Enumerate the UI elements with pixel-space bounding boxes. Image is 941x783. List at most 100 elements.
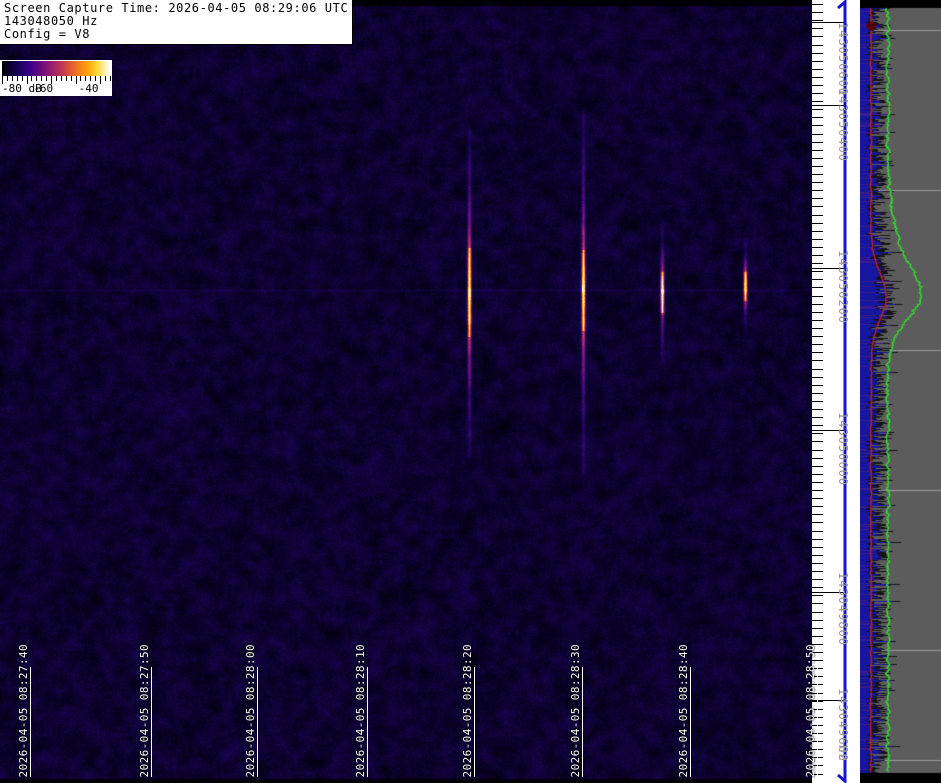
frequency-minor-tick <box>812 466 823 467</box>
frequency-minor-tick <box>812 539 823 540</box>
frequency-minor-tick <box>812 498 823 499</box>
frequency-minor-tick <box>812 441 823 442</box>
frequency-minor-tick <box>812 587 823 588</box>
frequency-axis-label: 143050400 <box>836 88 850 163</box>
colorbar-tick <box>2 76 3 84</box>
frequency-minor-tick <box>812 425 823 426</box>
frequency-minor-tick <box>812 385 823 386</box>
time-axis-tick <box>817 667 818 777</box>
colorbar-tick <box>100 76 101 84</box>
frequency-minor-tick <box>812 166 823 167</box>
frequency-minor-tick <box>812 117 823 118</box>
colorbar-label: -60 <box>33 82 54 95</box>
colorbar-tick <box>6 76 8 81</box>
colorbar-tick <box>104 76 106 81</box>
spectrogram-canvas[interactable] <box>0 0 812 783</box>
frequency-minor-tick <box>812 77 823 78</box>
frequency-minor-tick <box>812 198 823 199</box>
frequency-minor-tick <box>812 328 823 329</box>
colorbar-gradient <box>2 61 110 76</box>
frequency-minor-tick <box>812 287 823 288</box>
colorbar-tick <box>70 76 72 81</box>
frequency-axis-label: 143049800 <box>836 572 850 647</box>
frequency-minor-tick <box>812 409 823 410</box>
frequency-minor-tick <box>812 563 823 564</box>
config-line: Config = V8 <box>4 27 91 41</box>
colorbar-tick <box>95 76 97 81</box>
time-axis-label: 2026-04-05 08:28:40 <box>677 643 690 777</box>
colorbar-label: -40 <box>78 82 99 95</box>
frequency-minor-tick <box>812 377 823 378</box>
frequency-axis-labels: 143050600 143050400 143050200 143050000 1430… <box>822 0 860 783</box>
frequency-range-bracket <box>837 0 847 783</box>
frequency-minor-tick <box>812 352 823 353</box>
frequency-minor-tick <box>812 101 823 102</box>
colorbar-tick <box>65 76 67 81</box>
spectrum-canvas[interactable] <box>860 0 941 783</box>
spectrum-side-panel[interactable] <box>860 0 941 783</box>
time-axis-tick <box>30 667 31 777</box>
frequency-minor-tick <box>812 482 823 483</box>
frequency-axis-label: 143050200 <box>836 250 850 325</box>
frequency-major-tick <box>812 105 845 106</box>
frequency-minor-tick <box>812 255 823 256</box>
frequency-minor-tick <box>812 474 823 475</box>
colorbar-tick <box>26 76 28 84</box>
frequency-minor-tick <box>812 247 823 248</box>
frequency-minor-tick <box>812 369 823 370</box>
time-axis-tick <box>257 667 258 777</box>
frequency-minor-tick <box>812 312 823 313</box>
frequency-minor-tick <box>812 69 823 70</box>
frequency-minor-tick <box>812 20 823 21</box>
capture-info-box: Screen Capture Time: 2026-04-05 08:29:06… <box>0 0 354 45</box>
frequency-minor-tick <box>812 579 823 580</box>
frequency-minor-tick <box>812 296 823 297</box>
colorbar-tick <box>55 76 57 81</box>
frequency-minor-tick <box>812 514 823 515</box>
frequency-minor-tick <box>812 628 823 629</box>
frequency-minor-tick <box>812 555 823 556</box>
frequency-major-tick <box>812 268 845 269</box>
frequency-minor-tick <box>812 304 823 305</box>
colorbar-tick <box>75 76 77 84</box>
frequency-minor-tick <box>812 36 823 37</box>
frequency-minor-tick <box>812 109 823 110</box>
colorbar-tick <box>36 76 38 81</box>
frequency-minor-tick <box>812 190 823 191</box>
frequency-minor-tick <box>812 458 823 459</box>
colorbar-label: -80 dB <box>2 82 42 95</box>
frequency-minor-tick <box>812 490 823 491</box>
time-axis-label: 2026-04-05 08:27:50 <box>138 643 151 777</box>
frequency-minor-tick <box>812 660 823 661</box>
frequency-minor-tick <box>812 612 823 613</box>
frequency-minor-tick <box>812 360 823 361</box>
frequency-major-tick <box>812 430 845 431</box>
frequency-minor-tick <box>812 45 823 46</box>
colorbar-tick <box>31 76 33 81</box>
colorbar-tick <box>60 76 62 81</box>
waterfall-spectrogram[interactable] <box>0 0 812 783</box>
frequency-minor-tick <box>812 620 823 621</box>
frequency-minor-tick <box>812 506 823 507</box>
colorbar-tick <box>41 76 43 81</box>
frequency-minor-tick <box>812 85 823 86</box>
colorbar-tick <box>51 76 52 84</box>
frequency-minor-tick <box>812 603 823 604</box>
frequency-minor-tick <box>812 271 823 272</box>
frequency-line: 143048050 Hz <box>4 14 98 28</box>
frequency-minor-tick <box>812 417 823 418</box>
frequency-minor-tick <box>812 644 823 645</box>
time-axis-tick <box>582 667 583 777</box>
time-axis-tick <box>151 667 152 777</box>
colorbar-tick <box>11 76 13 81</box>
frequency-minor-tick <box>812 393 823 394</box>
colorbar-tick <box>85 76 87 81</box>
frequency-minor-tick <box>812 150 823 151</box>
frequency-minor-tick <box>812 401 823 402</box>
frequency-axis-label: Hz <box>836 745 850 762</box>
frequency-minor-tick <box>812 320 823 321</box>
frequency-minor-tick <box>812 12 823 13</box>
frequency-minor-tick <box>812 239 823 240</box>
frequency-minor-tick <box>812 61 823 62</box>
